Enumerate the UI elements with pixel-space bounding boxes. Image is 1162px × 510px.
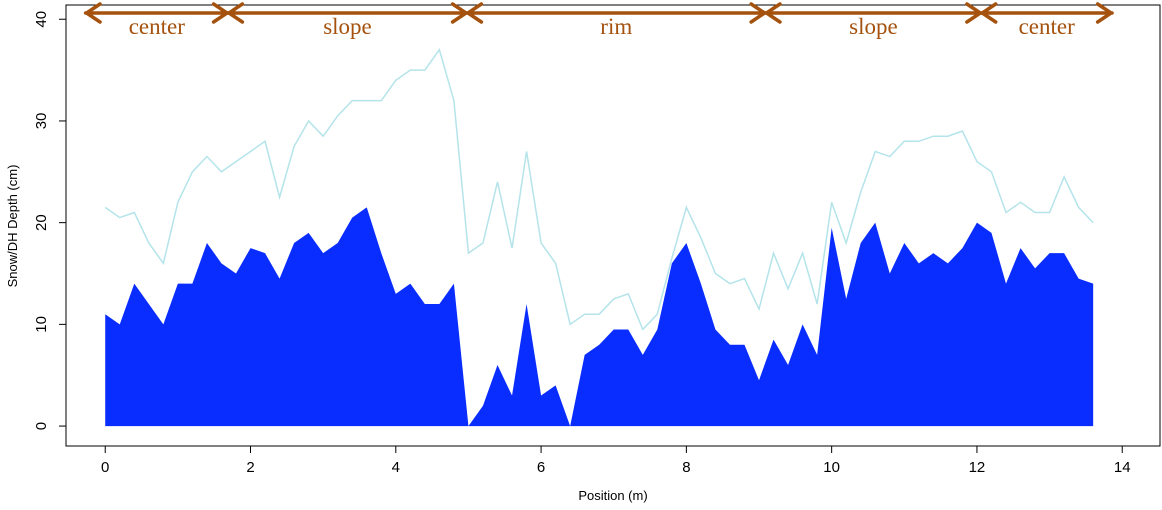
x-tick-label: 14 — [1114, 459, 1131, 476]
annotation-arrow — [979, 2, 1114, 24]
y-axis-label: Snow/DH Depth (cm) — [5, 165, 20, 288]
annotation-label: slope — [849, 14, 898, 39]
x-tick-label: 4 — [392, 459, 400, 476]
annotation-label: center — [1019, 14, 1076, 39]
y-tick-label: 10 — [33, 316, 50, 333]
y-tick-label: 0 — [33, 422, 50, 430]
x-axis-label: Position (m) — [578, 488, 647, 503]
x-tick-label: 0 — [101, 459, 109, 476]
x-tick-label: 12 — [969, 459, 986, 476]
y-tick-label: 40 — [33, 11, 50, 28]
line — [104, 48, 1094, 331]
x-tick-label: 2 — [246, 459, 254, 476]
annotation-label: center — [129, 14, 186, 39]
y-tick-label: 30 — [33, 113, 50, 130]
x-tick-label: 6 — [537, 459, 545, 476]
x-tick-label: 8 — [682, 459, 690, 476]
area — [105, 207, 1094, 427]
y-tick-label: 20 — [33, 214, 50, 231]
x-tick-label: 10 — [823, 459, 840, 476]
annotation-label: slope — [323, 14, 372, 39]
annotation-label: rim — [600, 14, 632, 39]
